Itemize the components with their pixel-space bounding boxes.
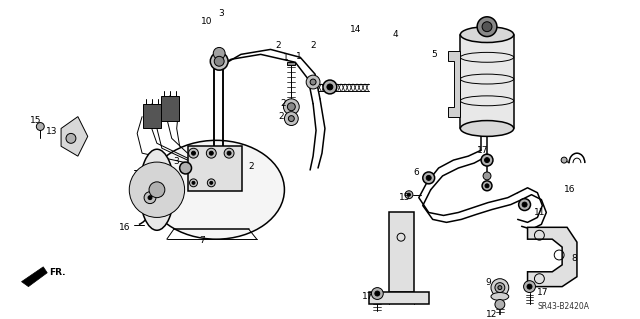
Polygon shape (527, 227, 577, 286)
Circle shape (306, 75, 320, 89)
Circle shape (527, 284, 532, 289)
Circle shape (213, 48, 225, 59)
Circle shape (284, 99, 300, 115)
Circle shape (214, 56, 224, 66)
Circle shape (36, 122, 44, 130)
Circle shape (210, 182, 212, 184)
Circle shape (327, 84, 333, 90)
Polygon shape (389, 212, 414, 292)
Circle shape (408, 193, 410, 196)
Text: 2: 2 (276, 41, 281, 50)
Circle shape (482, 22, 492, 32)
Text: 17: 17 (477, 146, 489, 155)
Circle shape (144, 192, 156, 204)
Circle shape (211, 52, 228, 70)
Circle shape (405, 191, 413, 199)
Polygon shape (449, 51, 460, 117)
Bar (161, 96, 179, 121)
Text: 12: 12 (486, 310, 497, 319)
Text: FR.: FR. (49, 268, 66, 277)
Text: 17: 17 (538, 288, 549, 297)
Circle shape (498, 286, 502, 290)
Text: 15: 15 (31, 116, 42, 125)
Circle shape (524, 281, 536, 293)
Text: 3: 3 (173, 157, 179, 166)
Polygon shape (369, 292, 429, 304)
Ellipse shape (140, 149, 174, 230)
Circle shape (375, 291, 380, 296)
Text: 1: 1 (296, 52, 302, 61)
Text: 11: 11 (534, 208, 545, 217)
Circle shape (477, 17, 497, 37)
Circle shape (129, 162, 184, 218)
Text: 9: 9 (485, 278, 491, 287)
Text: 1: 1 (284, 53, 289, 62)
Circle shape (485, 184, 489, 188)
Circle shape (149, 182, 165, 198)
Circle shape (495, 300, 505, 309)
Text: 5: 5 (431, 50, 437, 59)
Text: 4: 4 (392, 30, 398, 39)
Text: 2: 2 (249, 161, 255, 171)
Text: 8: 8 (571, 255, 577, 263)
Circle shape (481, 154, 493, 166)
Text: 6: 6 (413, 168, 419, 177)
Circle shape (180, 162, 191, 174)
Polygon shape (22, 267, 47, 286)
Polygon shape (61, 117, 88, 156)
Ellipse shape (148, 140, 284, 239)
Circle shape (561, 157, 567, 163)
Circle shape (209, 151, 213, 155)
Circle shape (224, 148, 234, 158)
Circle shape (323, 80, 337, 94)
Circle shape (310, 79, 316, 85)
Ellipse shape (460, 27, 514, 42)
Ellipse shape (460, 121, 514, 137)
Text: 14: 14 (349, 25, 361, 34)
Circle shape (189, 148, 198, 158)
Circle shape (423, 172, 435, 184)
Text: 13: 13 (46, 127, 58, 136)
Text: 10: 10 (202, 17, 213, 26)
Circle shape (371, 288, 383, 300)
Text: 2: 2 (278, 112, 284, 121)
Circle shape (484, 158, 490, 163)
Circle shape (206, 148, 216, 158)
Text: 16: 16 (120, 223, 131, 232)
Bar (460, 34, 514, 129)
Text: SR43-B2420A: SR43-B2420A (538, 302, 589, 311)
Text: 2: 2 (310, 41, 316, 50)
Circle shape (289, 115, 294, 122)
Text: 16: 16 (564, 185, 575, 194)
Circle shape (66, 133, 76, 143)
Circle shape (287, 103, 295, 111)
Text: 17: 17 (362, 292, 373, 301)
Circle shape (491, 279, 509, 296)
Circle shape (192, 182, 195, 184)
Circle shape (148, 196, 152, 200)
Ellipse shape (491, 293, 509, 300)
Circle shape (522, 202, 527, 207)
Text: 7: 7 (200, 236, 205, 245)
Polygon shape (287, 62, 295, 65)
Circle shape (482, 181, 492, 191)
Circle shape (518, 199, 531, 211)
Circle shape (483, 172, 491, 180)
Circle shape (284, 112, 298, 125)
Circle shape (189, 179, 198, 187)
Text: 2: 2 (280, 99, 286, 108)
Text: 3: 3 (218, 9, 224, 18)
Circle shape (495, 283, 505, 293)
Circle shape (426, 175, 431, 180)
Text: 15: 15 (399, 193, 411, 202)
Circle shape (207, 179, 215, 187)
Circle shape (227, 151, 231, 155)
Bar (188, 146, 242, 191)
Bar (143, 104, 161, 129)
Circle shape (191, 151, 195, 155)
